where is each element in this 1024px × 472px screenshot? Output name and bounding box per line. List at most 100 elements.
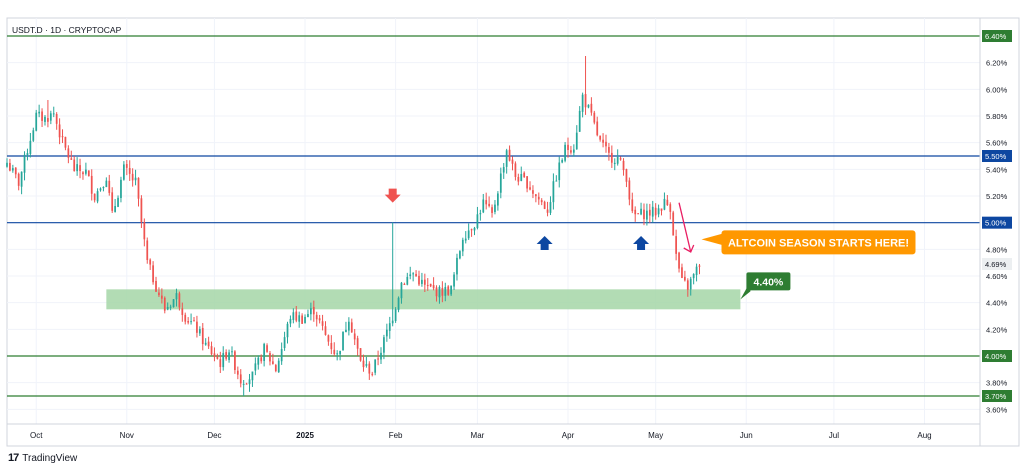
candle-body bbox=[315, 314, 318, 320]
candle-body bbox=[298, 315, 301, 322]
candle-body bbox=[672, 212, 675, 236]
candle-body bbox=[333, 349, 336, 355]
tradingview-name: TradingView bbox=[22, 452, 78, 464]
tradingview-watermark: 17 TradingView bbox=[8, 452, 77, 464]
candle-body bbox=[190, 321, 192, 323]
y-tick-label: 5.20% bbox=[986, 192, 1008, 201]
candle-body bbox=[225, 352, 228, 359]
candle-body bbox=[17, 173, 20, 186]
candle-body bbox=[82, 172, 84, 175]
candle-body bbox=[681, 267, 683, 278]
candle-body bbox=[587, 104, 590, 108]
candle-body bbox=[698, 265, 701, 267]
candle-body bbox=[622, 160, 625, 171]
candle-body bbox=[310, 308, 312, 315]
candle-body bbox=[499, 173, 502, 193]
candle-body bbox=[561, 160, 564, 163]
candle-body bbox=[482, 199, 485, 213]
candle-body bbox=[166, 306, 169, 310]
candle-body bbox=[312, 306, 315, 315]
level-price-label: 3.70% bbox=[985, 392, 1007, 401]
candle-body bbox=[558, 162, 561, 181]
candle-body bbox=[216, 356, 219, 359]
candle-body bbox=[248, 379, 251, 385]
level-price-label: 6.40% bbox=[985, 32, 1007, 41]
candle-body bbox=[537, 196, 540, 200]
candle-body bbox=[286, 323, 289, 338]
candle-body bbox=[125, 164, 128, 168]
level-price-label: 5.50% bbox=[985, 152, 1007, 161]
candle-body bbox=[67, 148, 70, 158]
candle-body bbox=[590, 103, 593, 113]
candle-body bbox=[406, 276, 409, 285]
candle-body bbox=[184, 314, 187, 322]
candle-body bbox=[695, 266, 698, 276]
candle-body bbox=[178, 293, 181, 308]
candle-body bbox=[426, 285, 429, 287]
candle-body bbox=[324, 326, 327, 335]
candle-body bbox=[634, 209, 637, 215]
candle-body bbox=[58, 124, 61, 138]
candle-body bbox=[470, 229, 473, 231]
candle-body bbox=[134, 177, 137, 181]
candle-body bbox=[201, 327, 204, 345]
candle-body bbox=[540, 200, 543, 203]
candle-body bbox=[646, 210, 648, 220]
candle-body bbox=[9, 162, 11, 171]
y-tick-label: 4.40% bbox=[986, 299, 1008, 308]
candle-body bbox=[111, 192, 114, 211]
candle-body bbox=[488, 203, 490, 206]
candle-body bbox=[327, 335, 330, 342]
down-arrow-icon bbox=[384, 188, 401, 203]
candle-body bbox=[584, 94, 587, 108]
x-tick-label: Jun bbox=[740, 431, 753, 440]
candle-body bbox=[289, 318, 292, 324]
candle-body bbox=[637, 213, 640, 215]
candle-body bbox=[152, 265, 154, 283]
level-price-badge bbox=[982, 216, 1012, 229]
candle-body bbox=[456, 257, 458, 275]
candle-body bbox=[342, 331, 344, 351]
tradingview-logo-icon: 17 bbox=[8, 452, 19, 464]
candle-body bbox=[47, 118, 49, 122]
candle-body bbox=[485, 200, 488, 205]
candle-body bbox=[435, 287, 438, 297]
candle-body bbox=[85, 169, 87, 174]
callout-pointer bbox=[701, 233, 724, 246]
candle-body bbox=[397, 297, 400, 311]
candle-body bbox=[198, 329, 201, 334]
x-tick-label: Feb bbox=[389, 431, 403, 440]
candle-body bbox=[689, 278, 692, 290]
candle-body bbox=[210, 346, 213, 355]
candle-body bbox=[114, 206, 116, 212]
candle-body bbox=[120, 179, 122, 199]
level-price-badge bbox=[982, 30, 1012, 42]
candle-body bbox=[616, 157, 619, 164]
candle-body bbox=[377, 358, 379, 360]
candle-body bbox=[578, 110, 581, 132]
candle-body bbox=[429, 283, 432, 287]
support-zone-rect bbox=[106, 289, 741, 310]
candle-body bbox=[49, 113, 52, 121]
candle-body bbox=[117, 197, 119, 207]
last-price-label: 4.69% bbox=[985, 260, 1007, 269]
candle-body bbox=[32, 130, 35, 141]
x-tick-label: May bbox=[648, 431, 663, 440]
candle-body bbox=[321, 321, 324, 326]
level-price-badge bbox=[982, 350, 1012, 362]
x-tick-label: Mar bbox=[471, 431, 485, 440]
y-tick-label: 3.80% bbox=[986, 379, 1008, 388]
candle-body bbox=[572, 149, 575, 153]
candle-body bbox=[263, 343, 266, 361]
candle-body bbox=[508, 149, 511, 161]
candle-body bbox=[318, 318, 321, 321]
candle-body bbox=[61, 136, 64, 138]
candle-body bbox=[628, 180, 631, 200]
candle-body bbox=[163, 297, 166, 311]
candle-body bbox=[353, 333, 356, 340]
candle-body bbox=[73, 159, 76, 172]
candle-body bbox=[669, 204, 672, 212]
candle-body bbox=[610, 152, 613, 163]
